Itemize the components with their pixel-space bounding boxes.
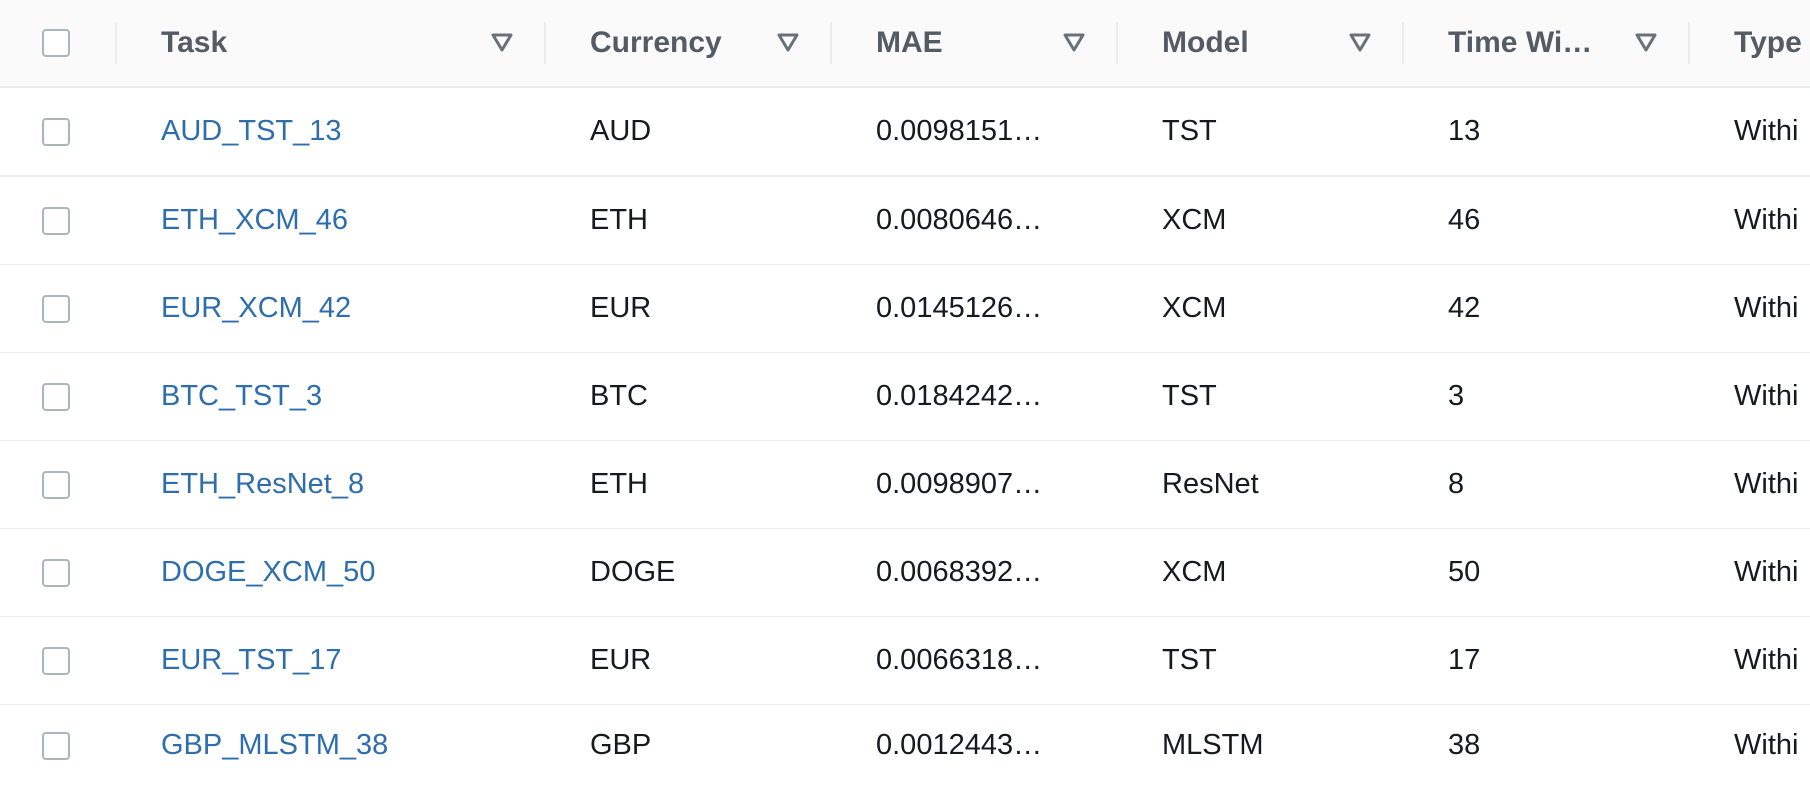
time-window-cell: 38 — [1448, 729, 1481, 761]
table-header: Task Currency MAE Model Time Wi… — [0, 0, 1810, 88]
currency-cell: AUD — [590, 115, 652, 147]
type-cell: Withi — [1734, 292, 1799, 324]
type-cell: Withi — [1734, 468, 1799, 500]
row-checkbox[interactable] — [42, 558, 70, 587]
column-header-label: Currency — [590, 26, 722, 59]
mae-cell: 0.0068392… — [876, 556, 1043, 588]
table-row[interactable]: BTC_TST_3 BTC 0.0184242… TST 3 Withi — [0, 353, 1810, 442]
row-checkbox[interactable] — [42, 382, 70, 411]
sort-icon[interactable] — [776, 31, 800, 55]
type-cell: Withi — [1734, 644, 1799, 676]
row-checkbox[interactable] — [42, 470, 70, 499]
table-row[interactable]: ETH_XCM_46 ETH 0.0080646… XCM 46 Withi — [0, 177, 1810, 266]
time-window-cell: 50 — [1448, 556, 1481, 588]
column-header-label: MAE — [876, 26, 943, 59]
select-all-cell — [42, 0, 70, 86]
type-cell: Withi — [1734, 556, 1799, 588]
column-header-currency[interactable]: Currency — [590, 0, 770, 86]
column-divider[interactable] — [1688, 22, 1690, 64]
task-link[interactable]: BTC_TST_3 — [161, 380, 323, 412]
column-header-mae[interactable]: MAE — [876, 0, 1056, 86]
sort-icon[interactable] — [1062, 31, 1086, 55]
sort-icon[interactable] — [1634, 31, 1658, 55]
currency-cell: GBP — [590, 729, 652, 761]
row-checkbox[interactable] — [42, 206, 70, 235]
task-link[interactable]: EUR_TST_17 — [161, 644, 342, 676]
time-window-cell: 46 — [1448, 204, 1481, 236]
column-header-label: Task — [161, 26, 228, 59]
row-checkbox[interactable] — [42, 646, 70, 675]
column-divider[interactable] — [830, 22, 832, 64]
task-link[interactable]: GBP_MLSTM_38 — [161, 729, 389, 761]
sort-icon[interactable] — [490, 31, 514, 55]
column-header-type[interactable]: Type — [1734, 0, 1810, 86]
table-row[interactable]: EUR_XCM_42 EUR 0.0145126… XCM 42 Withi — [0, 265, 1810, 354]
model-cell: TST — [1162, 644, 1217, 676]
column-divider[interactable] — [1402, 22, 1404, 64]
column-header-label: Time Wi… — [1448, 26, 1593, 59]
column-header-label: Model — [1162, 26, 1249, 59]
task-link[interactable]: AUD_TST_13 — [161, 115, 342, 147]
row-checkbox[interactable] — [42, 117, 70, 146]
sort-icon[interactable] — [1348, 31, 1372, 55]
type-cell: Withi — [1734, 380, 1799, 412]
table-row[interactable]: EUR_TST_17 EUR 0.0066318… TST 17 Withi — [0, 617, 1810, 706]
model-cell: ResNet — [1162, 468, 1259, 500]
model-cell: MLSTM — [1162, 729, 1264, 761]
row-checkbox[interactable] — [42, 294, 70, 323]
select-all-checkbox[interactable] — [42, 29, 70, 57]
mae-cell: 0.0098151… — [876, 115, 1043, 147]
type-cell: Withi — [1734, 204, 1799, 236]
model-cell: TST — [1162, 380, 1217, 412]
column-header-label: Type — [1734, 26, 1802, 59]
column-header-model[interactable]: Model — [1162, 0, 1342, 86]
column-header-task[interactable]: Task — [161, 0, 481, 86]
mae-cell: 0.0098907… — [876, 468, 1043, 500]
time-window-cell: 17 — [1448, 644, 1481, 676]
table-row[interactable]: DOGE_XCM_50 DOGE 0.0068392… XCM 50 Withi — [0, 529, 1810, 618]
currency-cell: DOGE — [590, 556, 676, 588]
column-divider[interactable] — [544, 22, 546, 64]
currency-cell: ETH — [590, 204, 648, 236]
model-cell: XCM — [1162, 292, 1227, 324]
currency-cell: EUR — [590, 292, 652, 324]
type-cell: Withi — [1734, 115, 1799, 147]
currency-cell: ETH — [590, 468, 648, 500]
model-cell: XCM — [1162, 204, 1227, 236]
currency-cell: BTC — [590, 380, 648, 412]
task-link[interactable]: EUR_XCM_42 — [161, 292, 352, 324]
time-window-cell: 3 — [1448, 380, 1465, 412]
table-row[interactable]: ETH_ResNet_8 ETH 0.0098907… ResNet 8 Wit… — [0, 441, 1810, 530]
column-divider[interactable] — [1116, 22, 1118, 64]
table-row[interactable]: GBP_MLSTM_38 GBP 0.0012443… MLSTM 38 Wit… — [0, 705, 1810, 786]
mae-cell: 0.0066318… — [876, 644, 1043, 676]
type-cell: Withi — [1734, 729, 1799, 761]
task-link[interactable]: DOGE_XCM_50 — [161, 556, 376, 588]
currency-cell: EUR — [590, 644, 652, 676]
table-row[interactable]: AUD_TST_13 AUD 0.0098151… TST 13 Withi — [0, 88, 1810, 177]
time-window-cell: 8 — [1448, 468, 1465, 500]
time-window-cell: 13 — [1448, 115, 1481, 147]
mae-cell: 0.0145126… — [876, 292, 1043, 324]
task-link[interactable]: ETH_XCM_46 — [161, 204, 348, 236]
mae-cell: 0.0080646… — [876, 204, 1043, 236]
column-divider[interactable] — [115, 22, 117, 64]
task-link[interactable]: ETH_ResNet_8 — [161, 468, 365, 500]
model-cell: XCM — [1162, 556, 1227, 588]
mae-cell: 0.0184242… — [876, 380, 1043, 412]
model-cell: TST — [1162, 115, 1217, 147]
time-window-cell: 42 — [1448, 292, 1481, 324]
mae-cell: 0.0012443… — [876, 729, 1043, 761]
row-checkbox[interactable] — [42, 731, 70, 760]
column-header-time-window[interactable]: Time Wi… — [1448, 0, 1628, 86]
